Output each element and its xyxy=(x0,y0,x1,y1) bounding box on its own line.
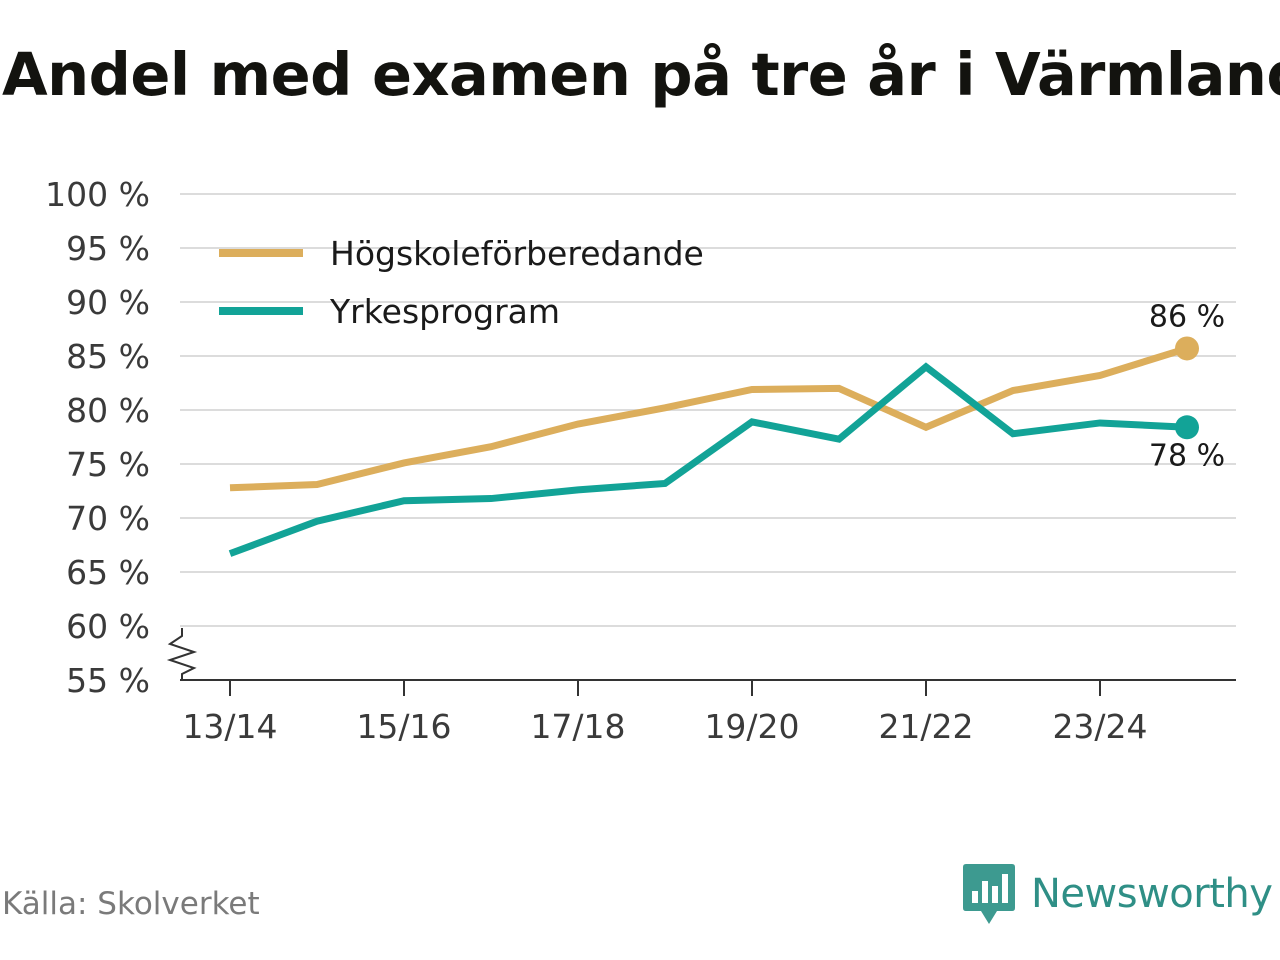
y-tick-label: 75 % xyxy=(66,445,150,484)
y-tick-label: 90 % xyxy=(66,283,150,322)
x-tick-label: 21/22 xyxy=(878,707,973,746)
x-tick-label: 23/24 xyxy=(1052,707,1147,746)
end-point-marker xyxy=(1175,415,1199,440)
legend: Högskoleförberedande Yrkesprogram xyxy=(219,234,704,331)
legend-label: Högskoleförberedande xyxy=(330,234,704,273)
brand-logo: Newsworthy xyxy=(963,864,1273,924)
x-tick-label: 17/18 xyxy=(530,707,625,746)
series-lines: 86 % 78 % xyxy=(228,299,1225,557)
y-tick-label: 80 % xyxy=(66,391,150,430)
newsworthy-logo-icon xyxy=(963,864,1015,924)
series-line xyxy=(229,345,1189,492)
gridlines xyxy=(180,193,1236,627)
source-label: Källa: Skolverket xyxy=(2,886,260,922)
y-tick-label: 100 % xyxy=(45,175,150,214)
y-tick-label: 70 % xyxy=(66,499,150,538)
y-tick-label: 95 % xyxy=(66,229,150,268)
y-tick-label: 85 % xyxy=(66,337,150,376)
x-axis-ticks: 13/14 15/16 17/18 19/20 21/22 23/24 xyxy=(182,680,1148,746)
y-axis-tick-labels: 55 % 60 % 65 % 70 % 75 % 80 % 85 % 90 % 95 % 100 … xyxy=(45,175,150,700)
end-point-marker xyxy=(1175,336,1199,361)
x-tick-label: 19/20 xyxy=(704,707,799,746)
y-tick-label: 55 % xyxy=(66,661,150,700)
brand-name: Newsworthy xyxy=(1031,871,1273,917)
y-tick-label: 60 % xyxy=(66,607,150,646)
axes xyxy=(166,628,1236,681)
y-tick-label: 65 % xyxy=(66,553,150,592)
x-tick-label: 13/14 xyxy=(182,707,277,746)
axis-break-icon xyxy=(166,628,198,680)
end-value-label: 86 % xyxy=(1149,299,1225,334)
end-value-label: 78 % xyxy=(1149,438,1225,473)
legend-label: Yrkesprogram xyxy=(329,292,560,331)
series-line xyxy=(228,362,1188,557)
x-tick-label: 15/16 xyxy=(356,707,451,746)
chart-title: Andel med examen på tre år i Värmland xyxy=(2,40,1280,109)
